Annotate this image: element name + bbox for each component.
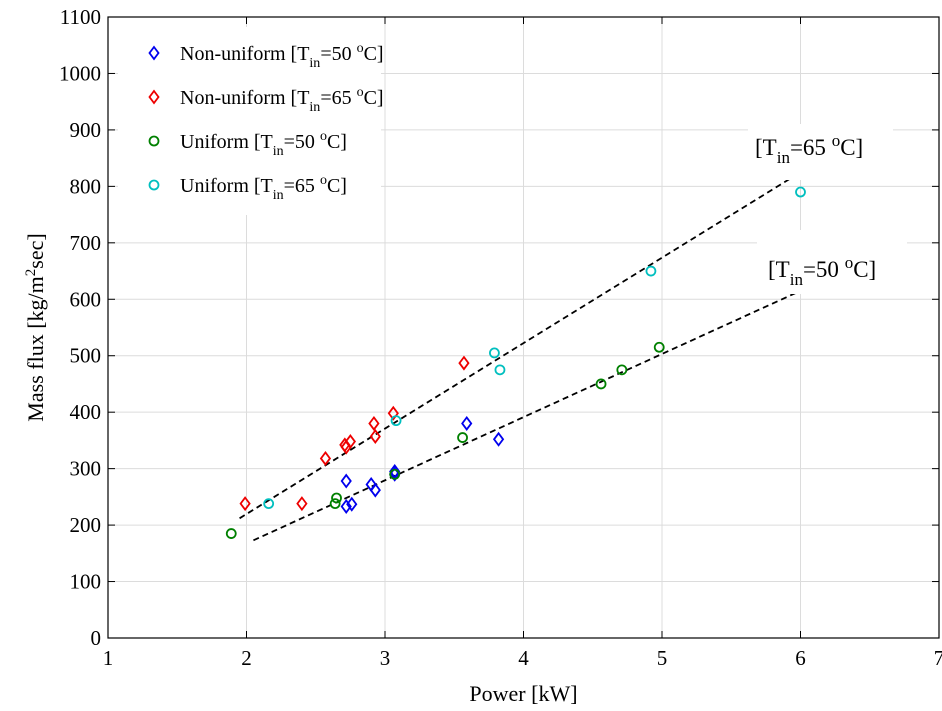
legend-box <box>118 27 381 215</box>
y-tick-label: 300 <box>70 457 102 481</box>
data-point <box>225 528 237 539</box>
y-tick-label: 1000 <box>59 61 101 85</box>
x-tick-label: 7 <box>934 646 942 670</box>
data-points <box>225 186 806 539</box>
legend-entry: Non-uniform [Tin=50 oC] <box>180 41 384 71</box>
data-point <box>331 492 342 504</box>
x-tick-label: 6 <box>795 646 806 670</box>
y-axis-label: Mass flux [kg/m2sec] <box>23 233 48 421</box>
data-point <box>387 405 399 421</box>
data-point <box>340 498 352 514</box>
y-tick-label: 0 <box>91 626 102 650</box>
x-tick-label: 1 <box>103 646 114 670</box>
x-tick-label: 3 <box>380 646 391 670</box>
annotation-tin-50: [Tin=50 oC] <box>768 253 876 289</box>
fit-line <box>253 289 801 542</box>
data-point <box>369 482 381 498</box>
data-point <box>489 347 500 359</box>
data-point <box>340 473 352 489</box>
data-point <box>616 364 628 376</box>
data-point <box>795 186 806 198</box>
data-point <box>653 341 665 353</box>
axis-ticks: 1 2 3 4 5 6 7 0 100 200 300 400 500 600 700 800 900 1000 1… <box>59 5 942 670</box>
legend-marker <box>148 135 160 147</box>
y-tick-label: 600 <box>70 287 102 311</box>
fit-lines <box>239 171 801 542</box>
data-point <box>458 355 470 371</box>
y-tick-label: 800 <box>70 174 102 198</box>
data-point <box>389 463 401 479</box>
y-tick-label: 400 <box>70 400 102 424</box>
data-point <box>389 466 401 482</box>
legend-marker <box>148 89 160 105</box>
legend-entry: Non-uniform [Tin=65 oC] <box>180 85 384 115</box>
annotations: [Tin=65 oC] [Tin=50 oC] <box>748 124 907 294</box>
data-point <box>344 434 356 450</box>
legend-entry: Uniform [Tin=50 oC] <box>180 129 347 159</box>
y-axis-label-text: Mass flux [kg/m2sec] <box>23 233 48 421</box>
legend-marker <box>148 45 160 61</box>
data-point <box>263 498 275 510</box>
x-axis-label: Power [kW] <box>469 681 577 706</box>
legend-entry: Uniform [Tin=65 oC] <box>180 173 347 203</box>
y-tick-label: 900 <box>70 118 102 142</box>
data-point <box>595 378 607 390</box>
annotation-box-50 <box>757 230 907 294</box>
y-tick-label: 200 <box>70 513 102 537</box>
data-point <box>296 496 308 512</box>
data-point <box>494 364 506 376</box>
data-point <box>457 432 468 443</box>
data-point <box>390 415 402 427</box>
y-tick-label: 100 <box>70 570 102 594</box>
legend-marker <box>148 179 160 191</box>
data-point <box>461 415 473 431</box>
data-point <box>319 450 332 466</box>
legend: Non-uniform [Tin=50 oC] Non-uniform [Tin=… <box>118 27 384 215</box>
data-point <box>492 431 505 447</box>
data-point <box>346 496 358 512</box>
fit-line <box>239 171 801 520</box>
data-point <box>329 498 341 510</box>
y-tick-label: 700 <box>70 231 102 255</box>
x-tick-label: 5 <box>657 646 668 670</box>
x-tick-label: 4 <box>518 646 529 670</box>
data-point <box>368 415 380 431</box>
annotation-tin-65: [Tin=65 oC] <box>755 131 863 167</box>
data-point <box>369 428 381 444</box>
y-tick-label: 500 <box>70 344 102 368</box>
data-point <box>645 265 657 277</box>
data-point <box>389 468 401 480</box>
y-tick-label: 1100 <box>60 5 101 29</box>
data-point <box>239 496 251 512</box>
annotation-box-65 <box>748 124 893 180</box>
x-tick-label: 2 <box>241 646 252 670</box>
